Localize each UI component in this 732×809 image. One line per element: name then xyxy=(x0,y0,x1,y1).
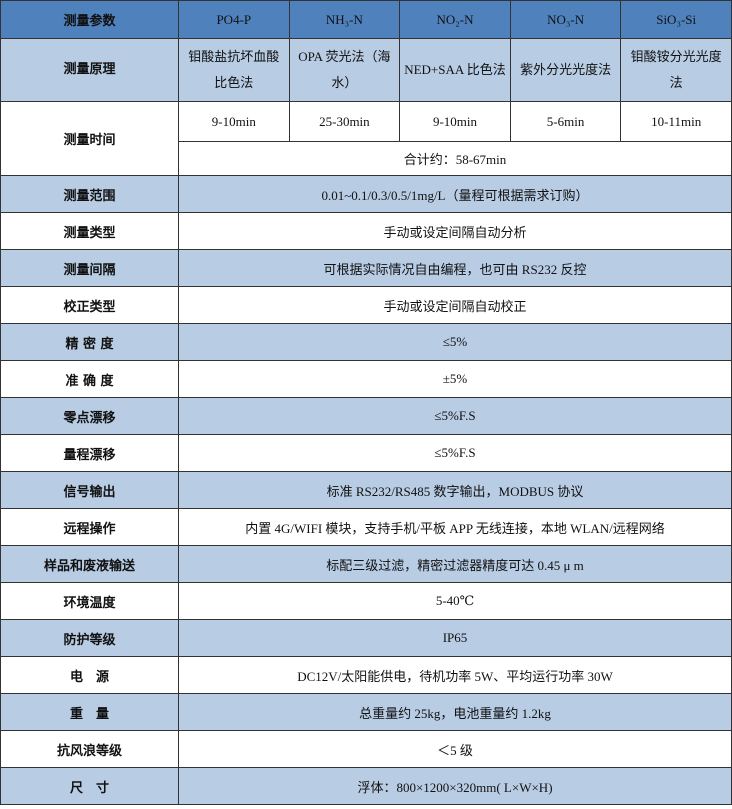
row-label: 防护等级 xyxy=(0,619,179,657)
row-label: 准 确 度 xyxy=(0,360,179,398)
row-value: 手动或设定间隔自动校正 xyxy=(178,286,732,324)
row-value: 标准 RS232/RS485 数字输出，MODBUS 协议 xyxy=(178,471,732,509)
time-total: 合计约：58-67min xyxy=(178,141,732,176)
row-value: 标配三级过滤，精密过滤器精度可达 0.45 μ m xyxy=(178,545,732,583)
header-label: 测量参数 xyxy=(0,0,179,39)
param-sio3: SiO₃-Si xyxy=(620,0,732,39)
row-value: ≤5% xyxy=(178,323,732,361)
time-value: 5-6min xyxy=(509,101,622,142)
time-row: 测量时间 9-10min 25-30min 9-10min 5-6min 10-… xyxy=(0,101,732,176)
spec-row: 环境温度 5-40℃ xyxy=(0,582,732,620)
row-label: 电 源 xyxy=(0,656,179,694)
spec-row: 测量类型 手动或设定间隔自动分析 xyxy=(0,212,732,250)
param-no2: NO₂-N xyxy=(399,0,511,39)
principle-value: NED+SAA 比色法 xyxy=(399,38,511,102)
spec-row: 信号输出 标准 RS232/RS485 数字输出，MODBUS 协议 xyxy=(0,471,732,509)
time-value: 9-10min xyxy=(178,101,290,142)
row-value: ≤5%F.S xyxy=(178,434,732,472)
row-value: 0.01~0.1/0.3/0.5/1mg/L（量程可根据需求订购） xyxy=(178,175,732,213)
spec-row: 防护等级 IP65 xyxy=(0,619,732,657)
principle-value: 钼酸盐抗坏血酸比色法 xyxy=(178,38,290,102)
principle-value: OPA 荧光法（海水） xyxy=(288,38,401,102)
row-label: 测量范围 xyxy=(0,175,179,213)
spec-row: 抗风浪等级 ＜5 级 xyxy=(0,730,732,768)
spec-row: 零点漂移 ≤5%F.S xyxy=(0,397,732,435)
row-value: IP65 xyxy=(178,619,732,657)
row-value: DC12V/太阳能供电，待机功率 5W、平均运行功率 30W xyxy=(178,656,732,694)
time-value: 25-30min xyxy=(288,101,401,142)
row-label: 测量时间 xyxy=(0,101,179,176)
spec-row: 测量范围 0.01~0.1/0.3/0.5/1mg/L（量程可根据需求订购） xyxy=(0,175,732,213)
spec-row: 精 密 度 ≤5% xyxy=(0,323,732,361)
time-value: 10-11min xyxy=(620,101,732,142)
spec-row: 量程漂移 ≤5%F.S xyxy=(0,434,732,472)
row-value: 可根据实际情况自由编程，也可由 RS232 反控 xyxy=(178,249,732,287)
row-value: 内置 4G/WIFI 模块，支持手机/平板 APP 无线连接，本地 WLAN/远… xyxy=(178,508,732,546)
row-value: 手动或设定间隔自动分析 xyxy=(178,212,732,250)
row-value: ±5% xyxy=(178,360,732,398)
row-label: 精 密 度 xyxy=(0,323,179,361)
principle-row: 测量原理 钼酸盐抗坏血酸比色法 OPA 荧光法（海水） NED+SAA 比色法 … xyxy=(0,38,732,102)
row-label: 测量原理 xyxy=(0,38,179,102)
row-label: 重 量 xyxy=(0,693,179,731)
row-label: 样品和废液输送 xyxy=(0,545,179,583)
spec-row: 重 量总重量约 25kg，电池重量约 1.2kg xyxy=(0,693,732,731)
row-label: 量程漂移 xyxy=(0,434,179,472)
spec-row: 尺 寸浮体：800×1200×320mm( L×W×H) xyxy=(0,767,732,805)
header-row: 测量参数 PO4-P NH₃-N NO₂-N NO₃-N SiO₃-Si xyxy=(0,0,732,39)
row-label: 测量类型 xyxy=(0,212,179,250)
row-label: 尺 寸 xyxy=(0,767,179,805)
spec-row: 远程操作 内置 4G/WIFI 模块，支持手机/平板 APP 无线连接，本地 WL… xyxy=(0,508,732,546)
param-nh3: NH₃-N xyxy=(288,0,401,39)
time-total-row: 合计约：58-67min xyxy=(1,141,732,176)
row-value: 5-40℃ xyxy=(178,582,732,620)
row-value: ≤5%F.S xyxy=(178,397,732,435)
row-label: 校正类型 xyxy=(0,286,179,324)
row-value: 浮体：800×1200×320mm( L×W×H) xyxy=(178,767,732,805)
spec-row: 样品和废液输送 标配三级过滤，精密过滤器精度可达 0.45 μ m xyxy=(0,545,732,583)
param-no3: NO₃-N xyxy=(509,0,622,39)
spec-row: 测量间隔 可根据实际情况自由编程，也可由 RS232 反控 xyxy=(0,249,732,287)
principle-value: 钼酸铵分光光度法 xyxy=(620,38,732,102)
spec-row: 校正类型 手动或设定间隔自动校正 xyxy=(0,286,732,324)
row-label: 环境温度 xyxy=(0,582,179,620)
row-label: 抗风浪等级 xyxy=(0,730,179,768)
row-label: 信号输出 xyxy=(0,471,179,509)
time-value: 9-10min xyxy=(399,101,511,142)
param-po4: PO4-P xyxy=(178,0,290,39)
row-value: ＜5 级 xyxy=(178,730,732,768)
row-label: 零点漂移 xyxy=(0,397,179,435)
spec-row: 电 源 DC12V/太阳能供电，待机功率 5W、平均运行功率 30W xyxy=(0,656,732,694)
row-label: 远程操作 xyxy=(0,508,179,546)
spec-row: 准 确 度 ±5% xyxy=(0,360,732,398)
principle-value: 紫外分光光度法 xyxy=(509,38,622,102)
row-value: 总重量约 25kg，电池重量约 1.2kg xyxy=(178,693,732,731)
row-label: 测量间隔 xyxy=(0,249,179,287)
